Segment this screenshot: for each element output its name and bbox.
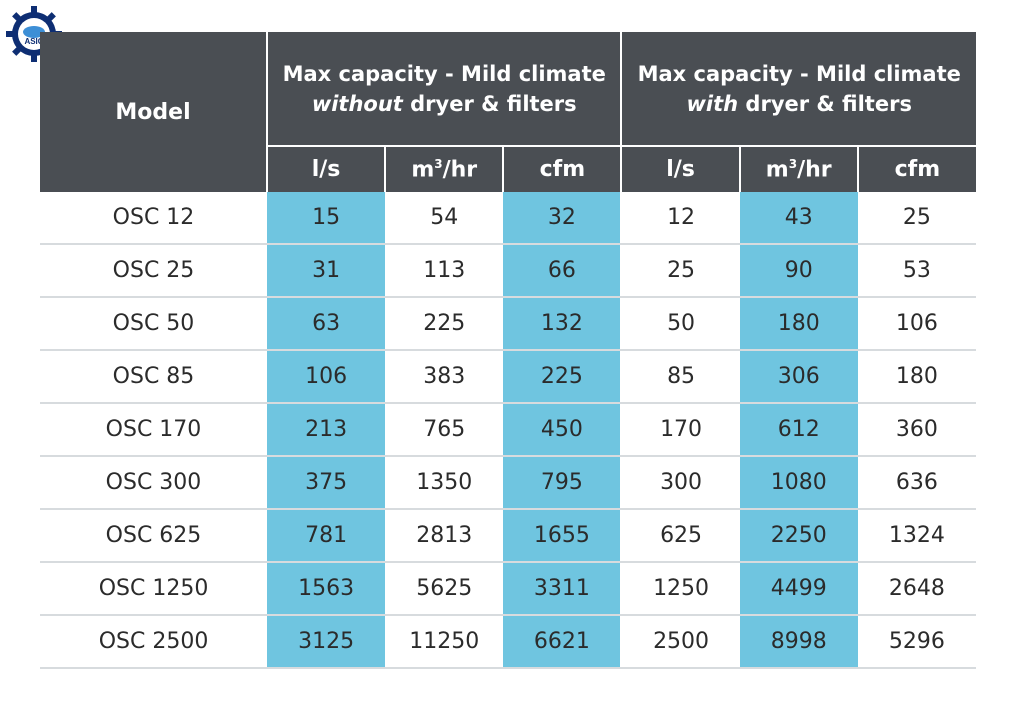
value-cell: 31	[267, 244, 386, 298]
value-cell: 306	[739, 350, 858, 404]
value-cell: 2813	[385, 509, 504, 563]
value-cell: 32	[503, 192, 623, 245]
value-cell: 4499	[739, 562, 858, 616]
model-cell: OSC 1250	[40, 562, 267, 616]
value-cell: 213	[267, 403, 386, 457]
value-cell: 25	[857, 192, 976, 245]
model-cell: OSC 25	[40, 244, 267, 298]
model-cell: OSC 300	[40, 456, 267, 510]
unit-header-cfm: cfm	[857, 146, 976, 192]
value-cell: 1250	[621, 562, 740, 616]
unit-header-ls: l/s	[621, 146, 741, 192]
value-cell: 132	[503, 297, 623, 351]
value-cell: 225	[385, 297, 504, 351]
value-cell: 612	[739, 403, 858, 457]
model-cell: OSC 85	[40, 350, 267, 404]
unit-header-cfm: cfm	[503, 146, 623, 192]
group-header-emphasis: without	[311, 91, 403, 116]
value-cell: 170	[621, 403, 740, 457]
model-cell: OSC 170	[40, 403, 267, 457]
value-cell: 450	[503, 403, 623, 457]
value-cell: 12	[621, 192, 740, 245]
value-cell: 2648	[857, 562, 976, 616]
unit-header-m3hr: m3/hr	[385, 146, 505, 192]
value-cell: 5625	[385, 562, 504, 616]
group-header-line1: Max capacity - Mild climate	[282, 61, 606, 86]
value-cell: 180	[739, 297, 858, 351]
table-row: OSC 170 213 765 450 170 612 360	[40, 403, 976, 457]
value-cell: 53	[857, 244, 976, 298]
value-cell: 1563	[267, 562, 386, 616]
value-cell: 375	[267, 456, 386, 510]
table-row: OSC 50 63 225 132 50 180 106	[40, 297, 976, 351]
unit-header-m3hr: m3/hr	[739, 146, 859, 192]
value-cell: 25	[621, 244, 740, 298]
value-cell: 8998	[739, 615, 858, 669]
logo-text: ASIC	[24, 37, 43, 46]
model-column-header: Model	[40, 32, 268, 192]
group-header-line1: Max capacity - Mild climate	[637, 61, 961, 86]
value-cell: 2500	[621, 615, 740, 669]
group-header-rest: dryer & filters	[738, 91, 912, 116]
value-cell: 1655	[503, 509, 623, 563]
value-cell: 3125	[267, 615, 386, 669]
value-cell: 90	[739, 244, 858, 298]
value-cell: 106	[267, 350, 386, 404]
value-cell: 5296	[857, 615, 976, 669]
value-cell: 85	[621, 350, 740, 404]
value-cell: 225	[503, 350, 623, 404]
value-cell: 106	[857, 297, 976, 351]
value-cell: 180	[857, 350, 976, 404]
table-row: OSC 625 781 2813 1655 625 2250 1324	[40, 509, 976, 563]
table-row: OSC 85 106 383 225 85 306 180	[40, 350, 976, 404]
value-cell: 43	[739, 192, 858, 245]
value-cell: 360	[857, 403, 976, 457]
group-header-rest: dryer & filters	[402, 91, 577, 116]
table-row: OSC 25 31 113 66 25 90 53	[40, 244, 976, 298]
value-cell: 50	[621, 297, 740, 351]
model-cell: OSC 625	[40, 509, 267, 563]
value-cell: 300	[621, 456, 740, 510]
capacity-table: Model Max capacity - Mild climate withou…	[40, 32, 976, 669]
value-cell: 625	[621, 509, 740, 563]
group-header-emphasis: with	[686, 91, 739, 116]
value-cell: 1080	[739, 456, 858, 510]
value-cell: 3311	[503, 562, 623, 616]
value-cell: 6621	[503, 615, 623, 669]
model-cell: OSC 12	[40, 192, 267, 245]
table-row: OSC 1250 1563 5625 3311 1250 4499 2648	[40, 562, 976, 616]
group-header-without-dryer: Max capacity - Mild climate without drye…	[267, 32, 623, 147]
group-header-line2: without dryer & filters	[268, 89, 620, 119]
group-header-with-dryer: Max capacity - Mild climate with dryer &…	[621, 32, 976, 147]
value-cell: 113	[385, 244, 504, 298]
value-cell: 1324	[857, 509, 976, 563]
value-cell: 636	[857, 456, 976, 510]
value-cell: 11250	[385, 615, 504, 669]
value-cell: 765	[385, 403, 504, 457]
value-cell: 66	[503, 244, 623, 298]
value-cell: 781	[267, 509, 386, 563]
table-row: OSC 12 15 54 32 12 43 25	[40, 192, 976, 245]
value-cell: 15	[267, 192, 386, 245]
table-row: OSC 300 375 1350 795 300 1080 636	[40, 456, 976, 510]
value-cell: 1350	[385, 456, 504, 510]
group-header-line2: with dryer & filters	[622, 89, 976, 119]
value-cell: 63	[267, 297, 386, 351]
value-cell: 383	[385, 350, 504, 404]
value-cell: 2250	[739, 509, 858, 563]
table-row: OSC 2500 3125 11250 6621 2500 8998 5296	[40, 615, 976, 669]
model-cell: OSC 50	[40, 297, 267, 351]
unit-header-ls: l/s	[267, 146, 387, 192]
value-cell: 54	[385, 192, 504, 245]
value-cell: 795	[503, 456, 623, 510]
model-cell: OSC 2500	[40, 615, 267, 669]
